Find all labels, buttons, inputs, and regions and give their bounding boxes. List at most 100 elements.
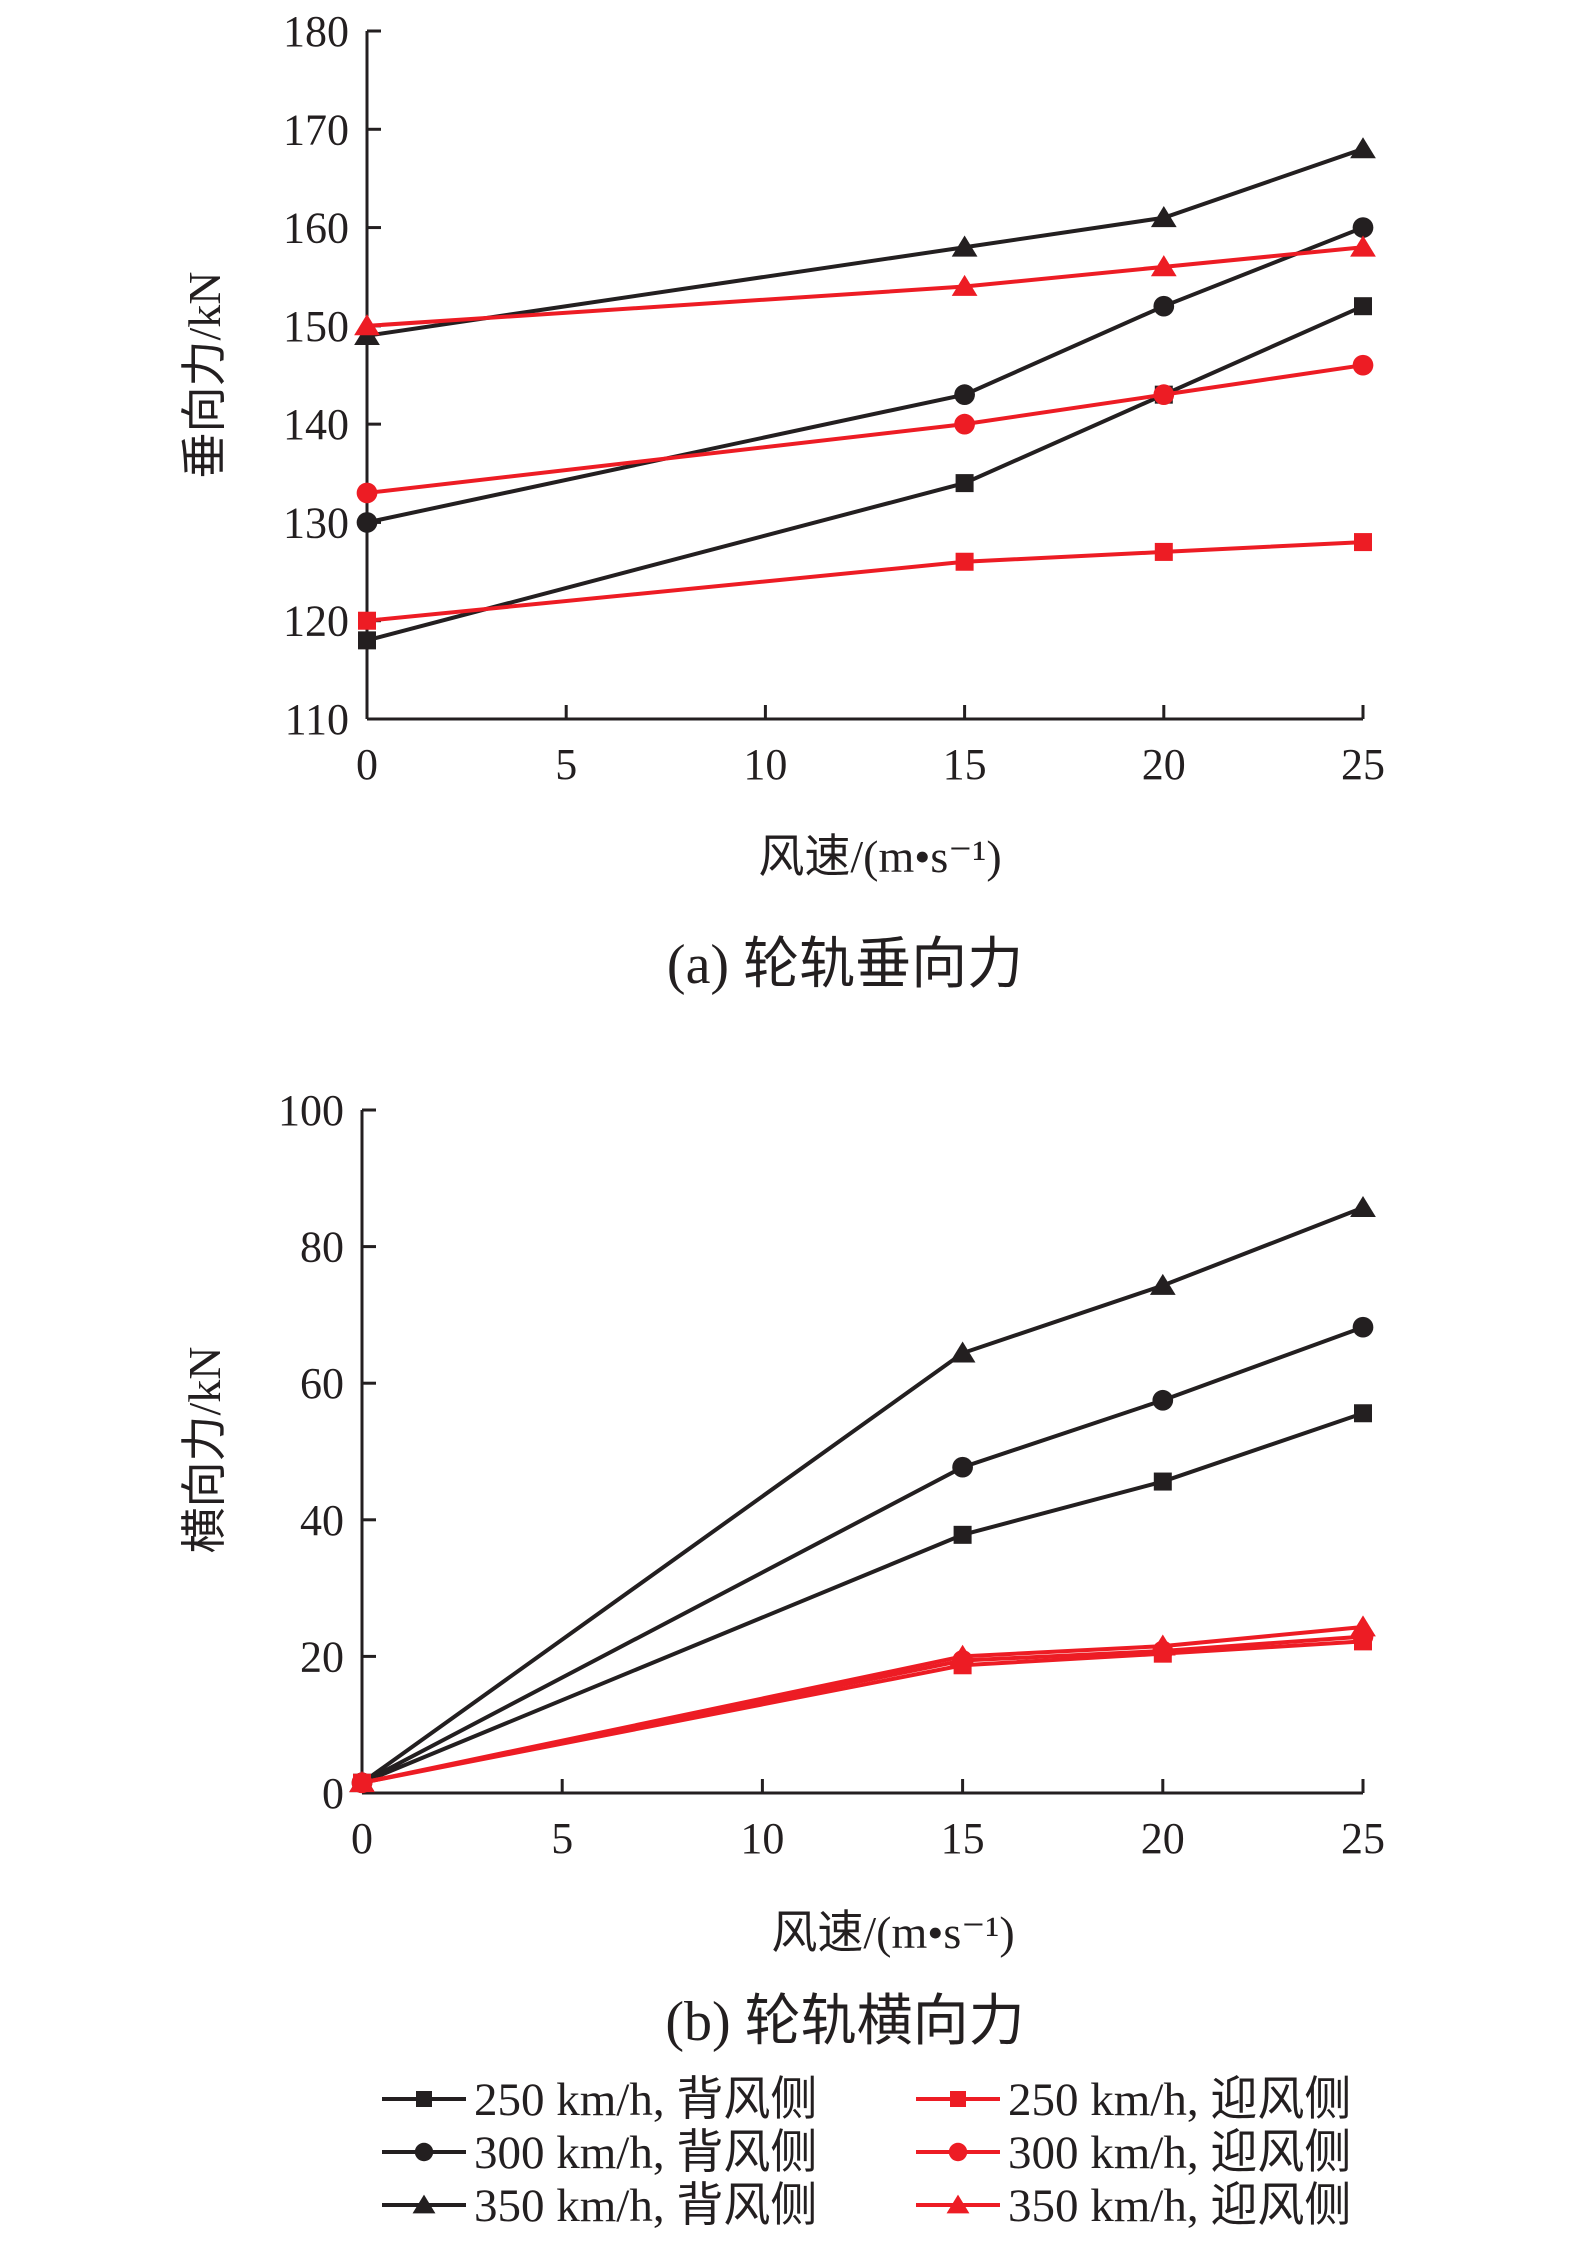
y-tick-label: 170 [283,105,349,154]
marker-triangle [1350,1195,1376,1218]
marker-triangle [951,235,978,257]
marker-triangle [1149,1273,1176,1295]
series-line [366,363,1364,495]
x-tick-label: 20 [1142,740,1186,789]
series-triangle-windward [354,235,1376,336]
series-line [366,225,1364,525]
x-tick-label: 0 [351,1814,373,1863]
x-tick-label: 10 [740,1814,784,1863]
marker-square [358,631,376,650]
marker-circle [356,512,378,533]
marker-circle [1352,354,1374,376]
x-tick-label: 15 [941,1814,985,1863]
legend-label: 250 km/h, 背风侧 [474,2074,817,2126]
marker-square [950,2091,966,2107]
marker-circle [954,384,975,406]
series-circle-leeward [356,217,1374,533]
chart-caption: (a) 轮轨垂向力 [667,934,1023,996]
y-tick-label: 140 [283,400,349,449]
marker-triangle [1350,137,1376,159]
marker-triangle [1350,235,1376,257]
marker-triangle [1150,206,1177,228]
legend-label: 350 km/h, 迎风侧 [1008,2180,1351,2232]
marker-square [358,611,376,630]
x-tick-label: 25 [1341,740,1385,789]
y-tick-label: 100 [278,1086,344,1135]
y-tick-label: 80 [300,1223,344,1272]
series-line [361,1325,1364,1785]
marker-square [1354,297,1372,316]
series-line [361,1639,1364,1785]
legend-item: 350 km/h, 迎风侧 [916,2180,1351,2232]
x-axis-label: 风速/(m•s⁻¹) [771,1907,1014,1958]
marker-circle [1352,217,1374,238]
marker-square [1354,533,1372,552]
marker-triangle [946,2194,970,2214]
chart-caption: (b) 轮轨横向力 [665,1991,1024,2053]
legend-item: 250 km/h, 迎风侧 [916,2074,1351,2126]
series-circle-windward [356,354,1374,504]
marker-triangle [1149,1634,1176,1656]
series-line [361,1411,1364,1785]
series-square-windward [358,533,1372,630]
y-tick-label: 180 [283,7,349,56]
legend-item: 300 km/h, 迎风侧 [916,2127,1351,2179]
x-tick-label: 15 [943,740,987,789]
marker-triangle [949,1644,976,1666]
series-square-windward [353,1632,1372,1792]
marker-triangle [1350,1615,1376,1637]
marker-triangle [349,1771,375,1793]
y-tick-label: 60 [300,1359,344,1408]
marker-circle [952,1456,973,1478]
marker-triangle [949,1341,976,1363]
x-tick-label: 0 [356,740,378,789]
chart-lateral-force: 横向力/kN 风速/(m•s⁻¹) (b) 轮轨横向力 0 20 40 60 80 100… [179,1086,1385,2053]
marker-square [416,2091,432,2107]
marker-triangle [951,274,978,296]
x-tick-label: 25 [1341,1814,1385,1863]
legend-label: 300 km/h, 背风侧 [474,2127,817,2179]
marker-triangle [412,2194,436,2214]
series-line [366,245,1364,328]
y-axis-label: 横向力/kN [179,1347,230,1554]
y-tick-label: 120 [283,597,349,646]
series-circle-leeward [351,1316,1374,1794]
series-triangle-leeward [349,1195,1376,1793]
marker-square [953,1525,972,1544]
y-tick-label: 130 [283,498,349,547]
legend-label: 250 km/h, 迎风侧 [1008,2074,1351,2126]
marker-square [1154,542,1173,561]
y-tick-label: 20 [300,1632,344,1681]
series-line [366,147,1364,338]
y-tick-label: 40 [300,1496,344,1545]
y-tick-label: 160 [283,204,349,253]
series-line [360,1205,1364,1785]
series-line [366,540,1364,623]
series-line [366,304,1364,643]
legend-label: 300 km/h, 迎风侧 [1008,2127,1351,2179]
marker-circle [1352,1316,1374,1338]
marker-square [955,474,974,493]
series-square-leeward [353,1404,1372,1792]
marker-circle [954,413,975,435]
marker-circle [1153,384,1175,406]
legend-item: 300 km/h, 背风侧 [382,2127,817,2179]
y-tick-label: 150 [283,302,349,351]
x-tick-label: 5 [551,1814,573,1863]
marker-square [1153,1472,1172,1491]
x-tick-label: 5 [555,740,577,789]
series-square-leeward [358,297,1372,650]
legend-item: 250 km/h, 背风侧 [382,2074,817,2126]
marker-square [1354,1404,1372,1423]
series-line [361,1634,1364,1785]
marker-triangle [354,314,380,336]
x-axis-label: 风速/(m•s⁻¹) [758,831,1001,882]
marker-circle [414,2142,434,2162]
marker-triangle [1150,255,1177,277]
series-line [361,1625,1364,1785]
legend-label: 350 km/h, 背风侧 [474,2180,817,2232]
series-triangle-leeward [354,137,1376,346]
marker-circle [1153,295,1175,317]
